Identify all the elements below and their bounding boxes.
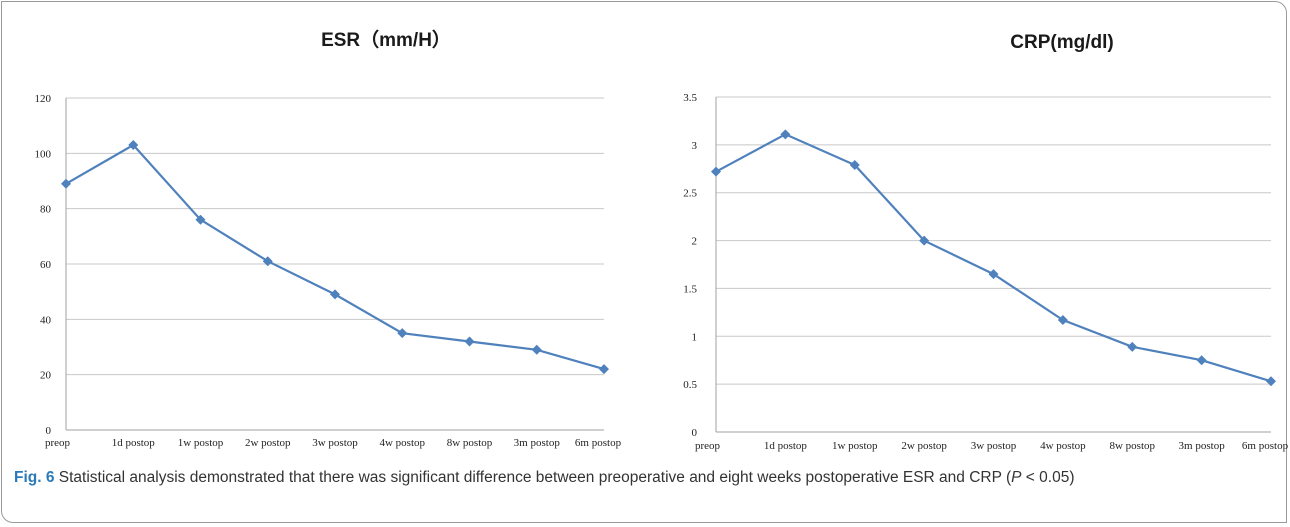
- esr-data-point: [195, 214, 206, 225]
- esr-y-tick-label: 100: [35, 148, 52, 160]
- crp-y-tick-label: 3.5: [683, 92, 697, 104]
- crp-data-point: [1057, 315, 1068, 326]
- esr-y-tick-label: 20: [40, 370, 52, 382]
- esr-x-tick-label: 1w postop: [178, 437, 224, 449]
- esr-x-tick-label: 3w postop: [312, 437, 358, 449]
- esr-data-point: [128, 140, 139, 151]
- caption-text: Statistical analysis demonstrated that t…: [54, 469, 1012, 486]
- esr-y-tick-label: 60: [40, 259, 52, 271]
- esr-y-tick-label: 120: [35, 93, 52, 105]
- esr-x-tick-label: 2w postop: [245, 437, 291, 449]
- esr-x-tick-label: 6m postop: [575, 437, 622, 449]
- esr-x-tick-label: 1d postop: [112, 437, 156, 449]
- crp-x-tick-label: 1d postop: [764, 440, 808, 452]
- esr-y-tick-label: 80: [40, 204, 52, 216]
- crp-data-point: [711, 166, 721, 177]
- esr-data-point: [61, 178, 71, 189]
- crp-x-tick-label: 2w postop: [901, 440, 947, 452]
- esr-x-tick-label: 8w postop: [447, 437, 493, 449]
- crp-y-tick-label: 1: [692, 331, 698, 343]
- crp-data-point: [919, 235, 930, 246]
- esr-x-tick-label: 4w postop: [379, 437, 425, 449]
- caption-text-end: < 0.05): [1021, 469, 1075, 486]
- esr-data-point: [262, 256, 273, 267]
- esr-data-point: [464, 336, 475, 347]
- crp-x-tick-label: 6m postop: [1242, 440, 1289, 452]
- crp-y-tick-label: 0: [692, 427, 698, 439]
- esr-y-tick-label: 0: [46, 425, 52, 437]
- esr-data-point: [397, 328, 408, 339]
- crp-series-line: [715, 133, 1272, 383]
- crp-y-tick-label: 2: [692, 236, 698, 248]
- crp-x-tick-label: preop: [695, 440, 721, 452]
- esr-chart: ESR（mm/H） 0 20 40 60 80 100 120 preop 1d postop 1w…: [35, 28, 622, 449]
- esr-chart-title: ESR（mm/H）: [321, 28, 451, 51]
- esr-data-point: [330, 289, 340, 300]
- crp-data-point: [988, 269, 999, 280]
- esr-x-tick-label: preop: [45, 437, 71, 449]
- crp-y-tick-label: 0.5: [683, 379, 697, 391]
- crp-x-tick-label: 3m postop: [1179, 440, 1226, 452]
- crp-x-tick-label: 4w postop: [1040, 440, 1086, 452]
- crp-data-point: [1196, 355, 1207, 366]
- esr-y-tick-label: 40: [40, 314, 52, 326]
- caption-p-symbol: P: [1011, 469, 1022, 486]
- crp-data-point: [1127, 341, 1138, 352]
- crp-y-tick-label: 3: [692, 140, 698, 152]
- crp-chart: CRP(mg/dl) 0 0.5 1 1.5 2 2.5 3 3.5 preop 1d postop…: [683, 32, 1289, 452]
- crp-x-tick-label: 3w postop: [971, 440, 1017, 452]
- crp-x-tick-label: 1w postop: [832, 440, 878, 452]
- esr-x-tick-label: 3m postop: [514, 437, 561, 449]
- crp-data-point: [849, 159, 860, 170]
- crp-y-tick-label: 2.5: [683, 188, 697, 200]
- crp-x-tick-label: 8w postop: [1109, 440, 1155, 452]
- figure-caption: Fig. 6 Statistical analysis demonstrated…: [14, 468, 1276, 488]
- crp-data-point: [780, 129, 791, 140]
- crp-y-tick-label: 1.5: [683, 283, 697, 295]
- esr-series-line: [65, 143, 605, 371]
- esr-data-point: [531, 344, 542, 355]
- caption-label: Fig. 6: [14, 469, 55, 486]
- crp-chart-title: CRP(mg/dl): [1010, 32, 1113, 53]
- esr-data-point: [599, 364, 609, 375]
- crp-data-point: [1266, 376, 1276, 387]
